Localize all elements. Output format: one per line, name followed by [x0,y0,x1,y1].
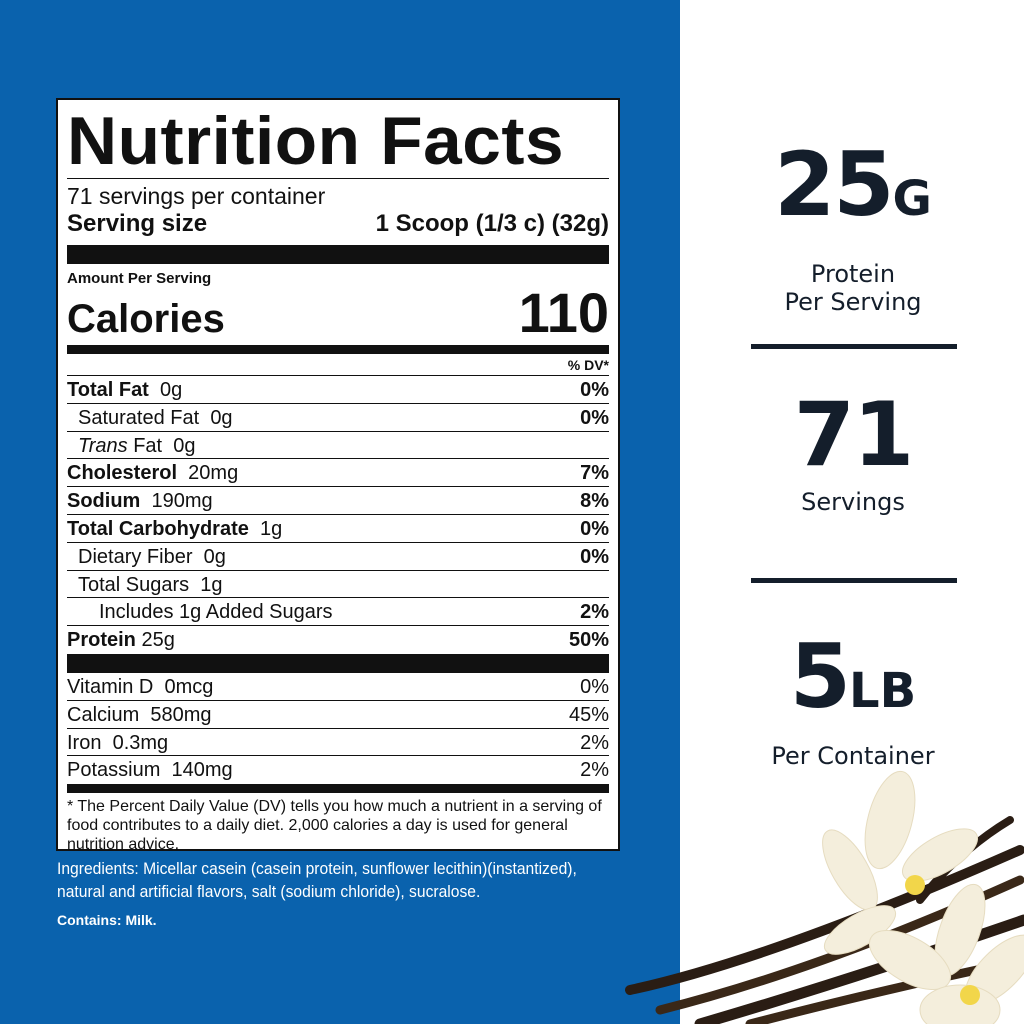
nutrient-name: Total Sugars [78,573,190,596]
vitamin-amount: 0mcg [164,675,214,698]
amount-per-serving: Amount Per Serving [67,270,212,287]
nutrient-name-suffix: Fat [133,434,163,457]
nutrient-amount: 0g [173,434,196,457]
stat-label-line1: Per Container [771,742,935,770]
stat-label-line1: Servings [801,488,905,516]
divider [67,178,609,179]
nutrient-name: Saturated Fat [78,406,200,429]
nutrient-name: Dietary Fiber [78,545,193,568]
thick-divider [67,653,609,673]
nutrient-amount: 1g [260,517,283,540]
nutrient-dv: 7% [580,462,609,485]
nutrient-name: Protein [67,629,136,652]
footnote: * The Percent Daily Value (DV) tells you… [67,798,602,854]
vitamin-row-iron: Iron 0.3mg 2% [67,729,609,757]
nutrient-row-total-fat: Total Fat 0g 0% [67,376,609,404]
stat-unit: LB [849,663,917,719]
serving-size-value: 1 Scoop (1/3 c) (32g) [375,210,609,237]
calories-label: Calories [67,297,225,341]
nutrient-row-total-carbohydrate: Total Carbohydrate 1g 0% [67,515,609,543]
stat-unit: G [892,171,932,227]
nutrient-name: Includes 1g Added Sugars [99,601,333,624]
stat-label-line2: Per Serving [784,288,922,316]
medium-divider [67,784,609,794]
vitamin-name: Potassium [67,759,161,782]
serving-size-label: Serving size [67,210,208,237]
vanilla-flowers [822,770,1024,1024]
ingredients-text: Ingredients: Micellar casein (casein pro… [57,859,577,901]
divider [751,344,957,349]
nutrient-row-cholesterol: Cholesterol 20mg 7% [67,459,609,488]
nutrient-row-added-sugars: Includes 1g Added Sugars 2% [67,598,609,627]
vitamin-name: Calcium [67,703,140,726]
stat-value: 25 [774,133,894,236]
nutrient-row-total-sugars: Total Sugars 1g [67,571,609,599]
nutrient-dv: 0% [580,517,609,540]
allergen-text: Contains: Milk. [57,912,157,928]
vanilla-flower-image [625,770,1024,1024]
vitamin-row-vitamin-d: Vitamin D 0mcg 0% [67,673,609,701]
stat-value: 5 [789,625,851,728]
serving-size: Serving size 1 Scoop (1/3 c) (32g) [67,209,609,239]
vitamin-dv: 2% [580,731,609,754]
stat-servings: 71 Servings [700,390,1006,517]
nutrient-row-protein: Protein 25g 50% [67,626,609,654]
vitamin-dv: 0% [580,675,609,698]
nutrient-row-sodium: Sodium 190mg 8% [67,487,609,515]
nutrient-amount: 20mg [188,462,239,485]
nutrient-amount: 1g [200,573,223,596]
nutrient-dv: 50% [568,629,609,652]
nutrient-amount: 190mg [151,490,213,513]
vitamin-dv: 2% [580,759,609,782]
vitamin-name: Vitamin D [67,675,154,698]
thick-divider [67,245,609,264]
vitamin-amount: 140mg [171,759,233,782]
vitamin-dv: 45% [568,703,609,726]
nutrient-name: Trans [78,434,128,457]
nutrient-dv: 0% [580,545,609,568]
nutrient-row-trans-fat: Trans Fat 0g [67,432,609,460]
stat-label-line1: Protein [810,260,896,288]
label-title: Nutrition Facts [67,103,565,179]
vitamin-amount: 580mg [150,703,212,726]
divider [751,578,957,583]
nutrient-name: Sodium [67,490,141,513]
calories-row: Calories 110 [67,281,609,344]
nutrient-row-dietary-fiber: Dietary Fiber 0g 0% [67,543,609,571]
servings-per-container: 71 servings per container [67,183,326,209]
nutrient-amount: 0g [210,406,233,429]
stat-value: 71 [793,383,914,486]
nutrient-name: Total Fat [67,379,149,401]
nutrient-amount: 0g [203,545,226,568]
vitamin-row-calcium: Calcium 580mg 45% [67,701,609,729]
stat-protein: 25G Protein Per Serving [700,140,1006,317]
nutrient-dv: 2% [580,601,609,624]
nutrient-amount: 0g [159,379,183,401]
nutrient-name: Cholesterol [67,462,178,485]
vitamin-row-potassium: Potassium 140mg 2% [67,756,609,784]
stat-container-weight: 5LB Per Container [700,632,1006,771]
vitamin-name: Iron [67,731,102,754]
nutrient-row-saturated-fat: Saturated Fat 0g 0% [67,404,609,432]
nutrition-facts-label: Nutrition Facts 71 servings per containe… [56,98,620,854]
nutrient-dv: 0% [580,406,609,429]
calories-value: 110 [518,281,609,344]
nutrient-dv: 8% [580,490,609,513]
nutrient-name: Total Carbohydrate [67,517,249,540]
nutrient-dv: 0% [580,379,609,401]
medium-divider [67,345,609,354]
dv-header: % DV* [67,354,609,376]
nutrient-amount: 25g [141,629,175,652]
vitamin-amount: 0.3mg [112,731,169,754]
